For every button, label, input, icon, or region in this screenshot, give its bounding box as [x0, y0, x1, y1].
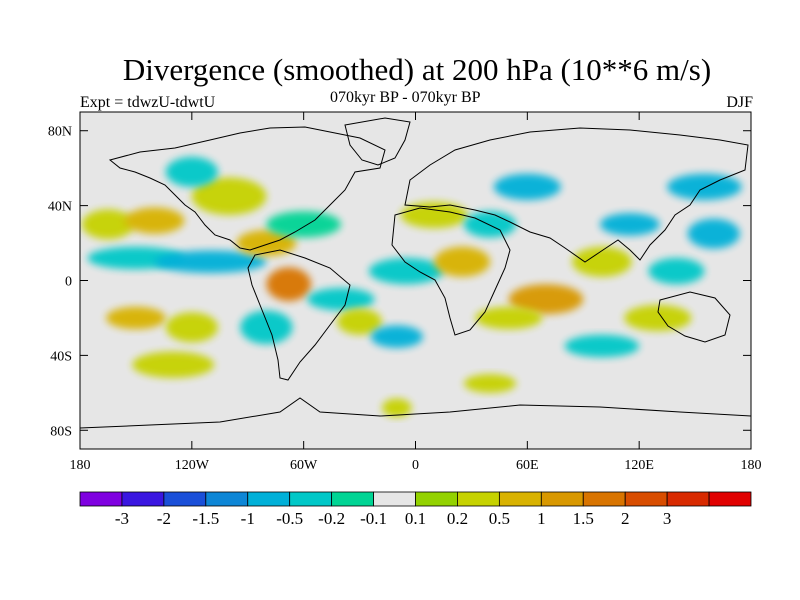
- field-blob: [132, 351, 215, 378]
- colorbar-label: 0.5: [489, 509, 510, 528]
- coast-north-america: [108, 126, 386, 251]
- field-blob: [667, 173, 742, 200]
- field-blob: [624, 304, 692, 332]
- field-blob: [266, 267, 312, 302]
- coast-antarctica: [80, 397, 751, 429]
- colorbar-swatch: [582, 491, 626, 507]
- colorbar-label: -1.5: [192, 509, 219, 528]
- lat-tick-label: 80S: [50, 424, 72, 439]
- colorbar-swatch: [121, 491, 165, 507]
- field-blob: [600, 213, 660, 236]
- field-blob: [337, 308, 382, 335]
- field-blob: [368, 258, 444, 285]
- colorbar-swatch: [373, 491, 416, 507]
- colorbar-label: -0.5: [276, 509, 303, 528]
- colorbar-label: 0.1: [405, 509, 426, 528]
- field-blob: [687, 218, 740, 249]
- colorbar-swatch: [205, 491, 249, 507]
- lon-tick-label: 180: [741, 458, 762, 473]
- colorbar-label: -2: [157, 509, 171, 528]
- colorbar-swatch: [163, 491, 207, 507]
- colorbar-swatch: [666, 491, 710, 507]
- field-blob: [434, 246, 491, 277]
- field-blob: [307, 287, 375, 311]
- field-blob: [564, 334, 640, 358]
- colorbar-swatch: [331, 491, 374, 507]
- coast-south-america: [247, 249, 351, 381]
- chart-subtitle: 070kyr BP - 070kyr BP: [330, 89, 481, 106]
- field-blob: [508, 284, 584, 315]
- colorbar-swatch: [79, 491, 123, 507]
- lat-tick-label: 80N: [48, 125, 72, 140]
- lat-tick-label: 0: [65, 275, 72, 290]
- chart-title: Divergence (smoothed) at 200 hPa (10**6 …: [122, 52, 712, 87]
- coastlines: [80, 117, 751, 429]
- latitude-axis: 80N 40N 0 40S 80S: [48, 125, 751, 439]
- colorbar-swatch: [247, 491, 291, 507]
- field-blob: [154, 250, 267, 274]
- colorbar-swatch: [415, 491, 458, 507]
- coast-australia: [657, 291, 731, 343]
- coast-eurasia: [404, 127, 749, 263]
- coast-africa: [391, 207, 511, 336]
- lon-tick-label: 180: [70, 458, 91, 473]
- colorbar: -3 -2 -1.5 -1 -0.5 -0.2 -0.1 0.1 0.2 0.5 1 1.5 2 3: [79, 491, 752, 528]
- field-blob: [165, 312, 218, 343]
- field-blob: [572, 246, 632, 277]
- field-blob: [81, 209, 135, 240]
- colorbar-label: -0.1: [360, 509, 387, 528]
- season-label: DJF: [726, 94, 753, 111]
- field-blob: [106, 306, 166, 330]
- colorbar-swatch: [624, 491, 668, 507]
- field-blob: [240, 310, 293, 345]
- longitude-axis: 180 120W 60W 0 60E 120E 180: [70, 112, 762, 473]
- field-blob: [463, 374, 517, 393]
- colorbar-label: 1.5: [573, 509, 594, 528]
- lon-tick-label: 120E: [624, 458, 654, 473]
- field-blob: [266, 211, 341, 238]
- colorbar-swatch: [540, 491, 584, 507]
- experiment-label: Expt = tdwzU-tdwtU: [80, 94, 216, 111]
- field-blob: [463, 211, 517, 238]
- colorbar-swatch: [457, 491, 500, 507]
- field-blob: [124, 207, 185, 234]
- field-blob: [191, 177, 267, 215]
- divergence-field: [81, 156, 742, 418]
- lon-tick-label: 120W: [175, 458, 210, 473]
- field-blob: [493, 173, 561, 200]
- lat-tick-label: 40S: [50, 349, 72, 364]
- colorbar-swatch: [289, 491, 333, 507]
- colorbar-swatch: [708, 491, 752, 507]
- colorbar-label: 1: [537, 509, 546, 528]
- colorbar-label: 3: [663, 509, 672, 528]
- field-blob: [370, 325, 423, 348]
- colorbar-label: -0.2: [318, 509, 345, 528]
- field-blob: [475, 306, 543, 330]
- lon-tick-label: 60W: [290, 458, 318, 473]
- field-blob: [381, 398, 412, 418]
- lon-tick-label: 60E: [516, 458, 539, 473]
- field-blob: [165, 156, 218, 187]
- colorbar-swatch: [498, 491, 542, 507]
- coast-greenland: [344, 117, 411, 166]
- lat-tick-label: 40N: [48, 200, 72, 215]
- colorbar-label: -3: [115, 509, 129, 528]
- colorbar-label: -1: [241, 509, 255, 528]
- colorbar-label: 2: [621, 509, 630, 528]
- field-blob: [648, 258, 705, 285]
- colorbar-label: 0.2: [447, 509, 468, 528]
- lon-tick-label: 0: [412, 458, 419, 473]
